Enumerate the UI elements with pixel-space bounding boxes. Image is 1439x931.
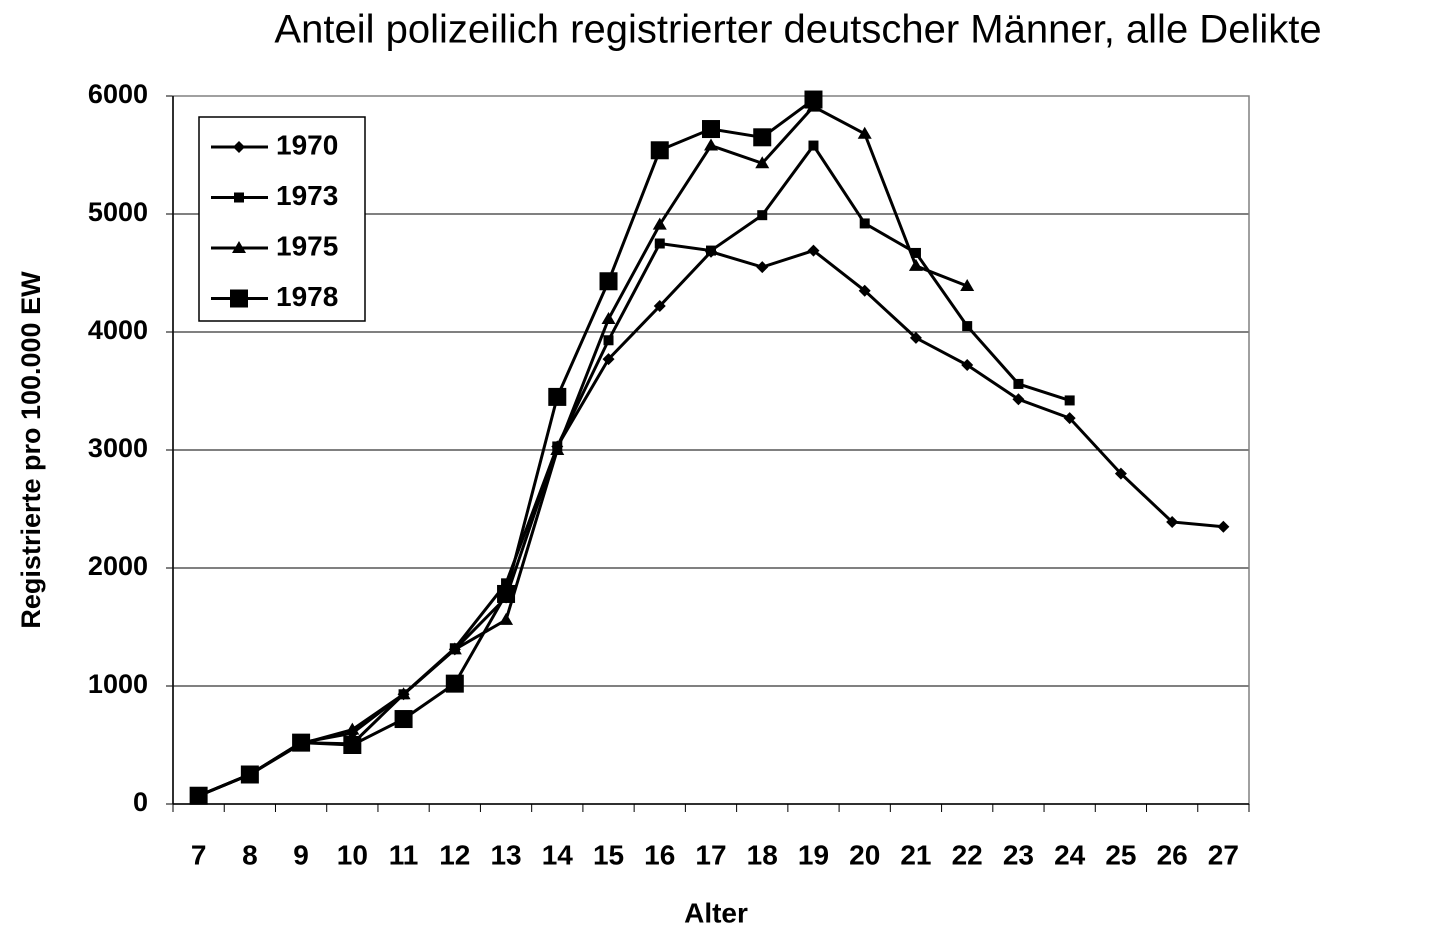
x-tick-label: 19: [798, 839, 829, 870]
x-tick-label: 27: [1208, 839, 1239, 870]
x-tick-label: 15: [593, 839, 624, 870]
marker: [962, 321, 973, 332]
x-tick-label: 16: [644, 839, 675, 870]
marker: [603, 335, 614, 346]
marker: [960, 278, 975, 291]
marker: [859, 218, 870, 229]
legend-label: 1975: [276, 230, 338, 261]
marker: [1012, 393, 1025, 406]
marker: [1166, 515, 1179, 528]
marker: [234, 192, 244, 203]
x-tick-label: 8: [242, 839, 258, 870]
marker: [394, 710, 413, 729]
x-tick-label: 9: [293, 839, 309, 870]
marker: [756, 261, 769, 274]
marker: [961, 359, 974, 372]
x-tick-label: 7: [191, 839, 207, 870]
marker: [292, 733, 311, 752]
marker: [550, 443, 565, 455]
x-tick-label: 25: [1105, 839, 1136, 870]
y-tick-label: 0: [133, 787, 148, 817]
marker: [653, 300, 666, 313]
marker: [445, 674, 464, 693]
y-tick-label: 5000: [88, 197, 148, 227]
marker: [501, 578, 512, 589]
marker: [857, 126, 872, 139]
series-line: [198, 104, 968, 798]
y-tick-label: 6000: [88, 79, 148, 109]
marker: [1013, 378, 1024, 389]
marker: [189, 786, 208, 805]
legend-label: 1970: [276, 129, 338, 160]
marker: [497, 584, 516, 603]
marker: [602, 353, 615, 366]
marker: [1114, 467, 1127, 480]
marker: [808, 140, 819, 151]
marker: [804, 90, 823, 109]
x-tick-label: 14: [542, 839, 574, 870]
x-tick-label: 17: [695, 839, 726, 870]
marker: [858, 284, 871, 297]
marker: [704, 138, 718, 151]
marker: [447, 642, 462, 655]
marker: [1064, 395, 1075, 406]
marker: [908, 258, 923, 271]
x-tick-label: 21: [900, 839, 931, 870]
chart-title: Anteil polizeilich registrierter deutsch…: [274, 8, 1321, 52]
marker: [233, 141, 245, 153]
marker: [807, 244, 820, 257]
x-tick-label: 12: [439, 839, 470, 870]
x-axis-label: Alter: [684, 897, 748, 928]
marker: [753, 128, 772, 147]
x-tick-label: 26: [1157, 839, 1188, 870]
x-tick-label: 22: [952, 839, 983, 870]
y-tick-label: 2000: [88, 551, 148, 581]
y-axis-label: Registrierte pro 100.000 EW: [16, 271, 46, 629]
x-tick-label: 23: [1003, 839, 1034, 870]
legend-label: 1973: [276, 180, 338, 211]
marker: [240, 765, 259, 784]
marker: [652, 217, 667, 230]
x-tick-label: 18: [747, 839, 778, 870]
marker: [755, 156, 770, 169]
marker: [343, 736, 362, 754]
legend-label: 1978: [276, 281, 338, 312]
x-tick-label: 20: [849, 839, 880, 870]
x-tick-label: 10: [337, 839, 368, 870]
x-tick-label: 13: [490, 839, 521, 870]
marker: [909, 331, 922, 344]
y-tick-label: 3000: [88, 433, 148, 463]
marker: [232, 241, 246, 253]
marker: [548, 387, 567, 406]
marker: [706, 245, 716, 256]
marker: [650, 141, 669, 160]
marker: [599, 272, 618, 291]
marker: [601, 312, 616, 325]
marker: [702, 120, 720, 139]
legend-box: [198, 116, 366, 322]
marker: [230, 289, 248, 308]
x-tick-label: 11: [389, 839, 419, 870]
marker: [1063, 412, 1076, 425]
marker: [345, 722, 360, 735]
x-tick-label: 24: [1054, 839, 1086, 870]
marker: [499, 612, 514, 625]
y-tick-label: 1000: [88, 669, 148, 699]
marker: [910, 247, 921, 258]
marker: [396, 687, 411, 700]
y-tick-label: 4000: [88, 315, 148, 345]
marker: [654, 238, 665, 249]
marker: [757, 210, 768, 221]
marker: [1217, 520, 1230, 533]
